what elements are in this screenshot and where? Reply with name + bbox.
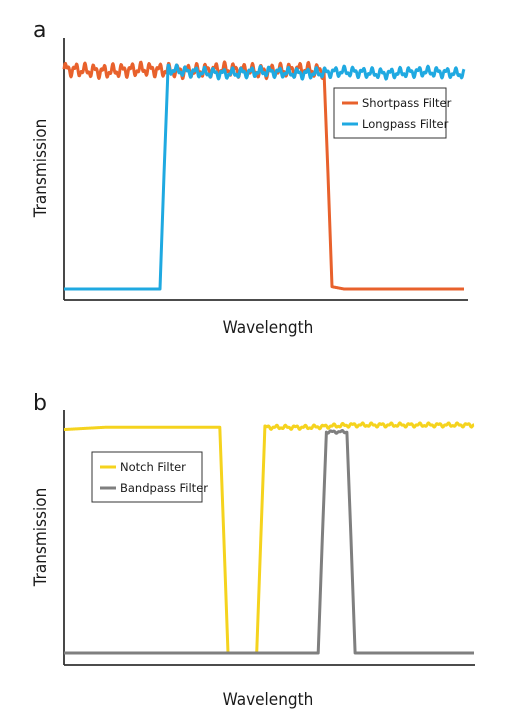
legend-box-a (333, 87, 447, 139)
chart-panel-b: b Wavelength Transmission Notch Filter B… (31, 391, 475, 710)
bandpass-filter-line (63, 429, 475, 655)
legend-a: Shortpass Filter Longpass Filter (333, 87, 452, 139)
legend-label-notch: Notch Filter (120, 460, 186, 474)
notch-filter-line (63, 421, 475, 655)
panel-label-a: a (33, 18, 46, 43)
x-axis-title-a: Wavelength (223, 318, 314, 338)
legend-label-shortpass: Shortpass Filter (362, 96, 452, 110)
chart-panel-a: a Wavelength Transmission Shortpass Filt… (31, 18, 468, 338)
x-axis-title-b: Wavelength (223, 690, 314, 710)
legend-label-longpass: Longpass Filter (362, 117, 449, 131)
y-axis-title-a: Transmission (31, 119, 51, 219)
shortpass-filter-line (62, 60, 465, 291)
y-axis-title-b: Transmission (31, 488, 51, 588)
panel-label-b: b (33, 391, 47, 416)
legend-b: Notch Filter Bandpass Filter (91, 451, 208, 503)
longpass-filter-line (63, 63, 466, 291)
legend-box-b (91, 451, 203, 503)
legend-label-bandpass: Bandpass Filter (120, 481, 208, 495)
series-group-a (62, 60, 466, 291)
series-group-b (63, 421, 475, 655)
